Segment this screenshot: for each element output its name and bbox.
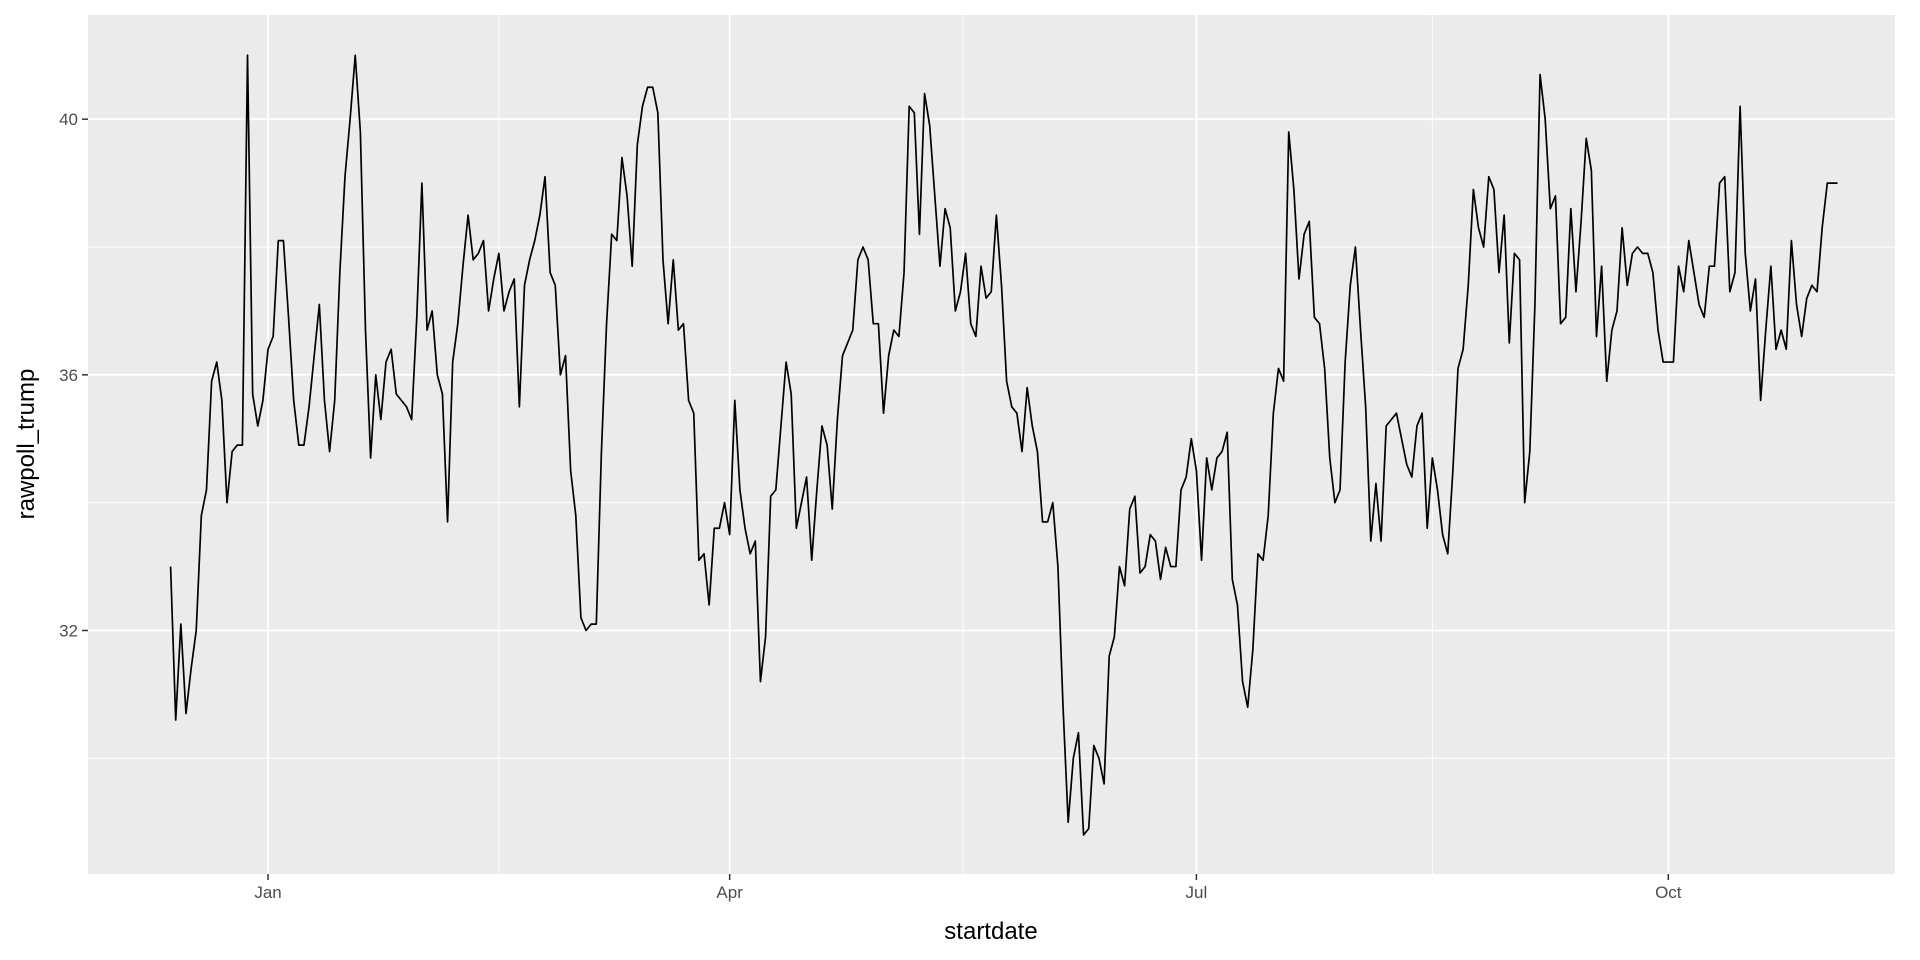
- y-tick-label: 40: [59, 110, 78, 129]
- y-axis-title: rawpoll_trump: [13, 369, 40, 520]
- y-tick-label: 36: [59, 366, 78, 385]
- x-tick-label: Apr: [716, 883, 743, 902]
- x-axis-title: startdate: [944, 918, 1037, 945]
- x-tick-label: Jan: [254, 883, 281, 902]
- x-tick-label: Jul: [1186, 883, 1208, 902]
- x-tick-label: Oct: [1655, 883, 1682, 902]
- panel: [88, 15, 1895, 874]
- data-line: [169, 54, 1838, 836]
- y-tick-label: 32: [59, 621, 78, 640]
